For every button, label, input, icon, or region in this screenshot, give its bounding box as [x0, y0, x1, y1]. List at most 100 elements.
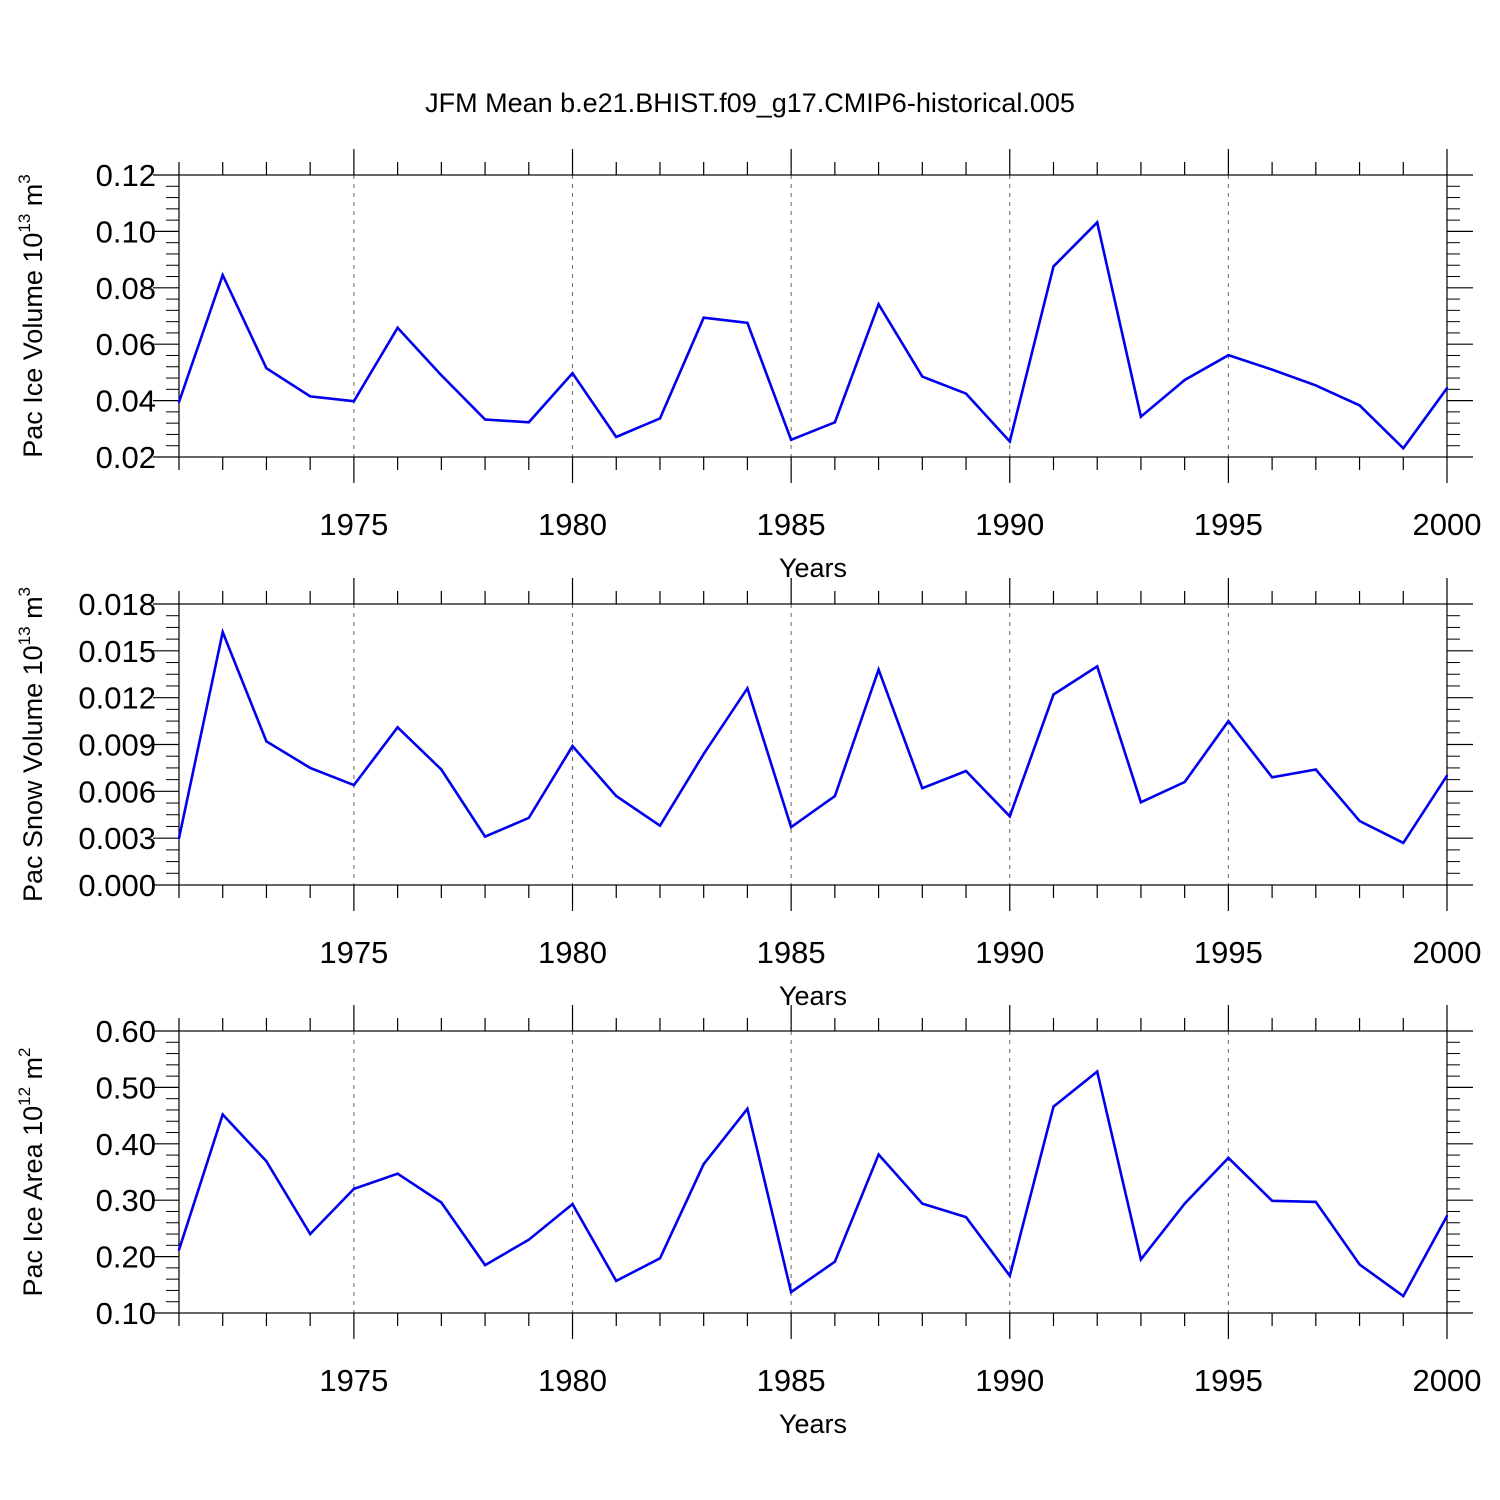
data-point — [396, 326, 399, 330]
x-axis-label: Years — [779, 981, 847, 1011]
data-point — [1402, 447, 1405, 450]
data-point — [265, 366, 268, 370]
y-tick-label: 0.015 — [78, 634, 156, 669]
y-tick-label: 0.012 — [78, 681, 156, 716]
data-point — [440, 1201, 443, 1204]
y-tick-label: 0.06 — [96, 327, 156, 362]
data-point — [308, 766, 312, 770]
y-tick-label: 0.60 — [96, 1014, 156, 1049]
data-point — [615, 1279, 618, 1283]
data-point — [1270, 368, 1274, 371]
data-point — [1402, 841, 1405, 845]
x-tick-label: 1995 — [1194, 1363, 1263, 1398]
data-point — [265, 1160, 268, 1163]
x-tick-label: 1990 — [975, 935, 1044, 970]
y-tick-label: 0.12 — [96, 158, 156, 193]
x-tick-label: 1980 — [538, 507, 607, 542]
data-point — [1096, 665, 1099, 668]
data-point — [1314, 384, 1318, 387]
data-point — [221, 630, 224, 634]
series-line — [177, 1069, 1449, 1299]
data-point — [527, 816, 530, 820]
data-point — [1445, 386, 1449, 390]
x-tick-label: 1980 — [538, 1363, 607, 1398]
data-point — [921, 375, 924, 378]
data-point — [221, 273, 224, 277]
plot-frame — [178, 174, 1448, 458]
data-point — [571, 1202, 574, 1206]
data-point — [1052, 265, 1055, 268]
data-point — [658, 824, 662, 827]
data-point — [308, 395, 312, 398]
x-axis-label: Years — [779, 553, 847, 583]
x-tick-label: 2000 — [1413, 507, 1482, 542]
data-point — [1445, 1214, 1449, 1218]
data-point — [1314, 768, 1318, 771]
data-point — [964, 769, 968, 773]
y-axis-label: Pac Ice Volume 1013 m3 — [15, 174, 48, 458]
data-point — [1270, 776, 1274, 779]
plot-frame — [178, 1030, 1448, 1314]
data-point — [527, 421, 530, 424]
y-tick-label: 0.10 — [96, 1296, 156, 1331]
data-point — [702, 1162, 705, 1166]
x-tick-label: 1985 — [757, 507, 826, 542]
data-point — [1227, 719, 1230, 723]
y-tick-label: 0.009 — [78, 728, 156, 763]
data-point — [746, 321, 749, 324]
x-tick-label: 2000 — [1413, 935, 1482, 970]
x-tick-label: 1975 — [319, 935, 388, 970]
data-point — [221, 1113, 224, 1116]
data-point — [396, 726, 399, 729]
data-point — [571, 372, 574, 375]
data-point — [571, 744, 574, 748]
data-point — [1358, 819, 1361, 823]
x-axis-label: Years — [779, 1409, 847, 1439]
data-point — [1445, 774, 1449, 777]
data-point — [789, 1290, 793, 1294]
data-point — [1183, 1202, 1186, 1205]
x-tick-label: 1990 — [975, 1363, 1044, 1398]
y-tick-label: 0.003 — [78, 821, 156, 856]
data-point — [1008, 440, 1011, 443]
panel-ice-volume: 1975 1980 1985 1990 1995 2000 Years 0.02 0.04 0.0… — [15, 149, 1481, 583]
data-point — [833, 421, 837, 424]
data-point — [1008, 1274, 1011, 1277]
data-point — [527, 1238, 530, 1241]
data-point — [352, 399, 356, 403]
series-line — [177, 627, 1449, 845]
data-point — [440, 768, 443, 771]
data-point — [877, 668, 880, 671]
data-point — [1139, 801, 1143, 804]
x-tick-label: 1985 — [757, 935, 826, 970]
data-point — [702, 752, 705, 756]
y-axis-label: Pac Ice Area 1012 m2 — [15, 1047, 48, 1296]
data-point — [396, 1172, 399, 1175]
data-point — [1358, 404, 1361, 407]
data-point — [1096, 1070, 1099, 1073]
series-line — [177, 219, 1449, 451]
y-tick-label: 0.018 — [78, 587, 156, 622]
x-tick-label: 1980 — [538, 935, 607, 970]
data-point — [1227, 353, 1230, 357]
data-point — [964, 1215, 968, 1219]
data-point — [658, 417, 662, 420]
x-tick-label: 1995 — [1194, 507, 1263, 542]
data-point — [746, 1107, 749, 1111]
data-point — [352, 783, 356, 787]
y-tick-label: 0.02 — [96, 440, 156, 475]
data-point — [658, 1257, 662, 1260]
data-point — [1183, 378, 1186, 382]
data-point — [1052, 693, 1055, 696]
data-point — [483, 835, 487, 838]
panel-ice-area: 1975 1980 1985 1990 1995 2000 Years 0.10 0.20 0.3… — [15, 1005, 1481, 1439]
data-point — [789, 826, 793, 829]
data-point — [1358, 1263, 1361, 1266]
data-point — [1314, 1200, 1318, 1204]
data-point — [1183, 780, 1186, 784]
data-point — [746, 687, 749, 690]
data-point — [877, 1153, 880, 1156]
x-tick-label: 1985 — [757, 1363, 826, 1398]
y-tick-label: 0.40 — [96, 1127, 156, 1162]
